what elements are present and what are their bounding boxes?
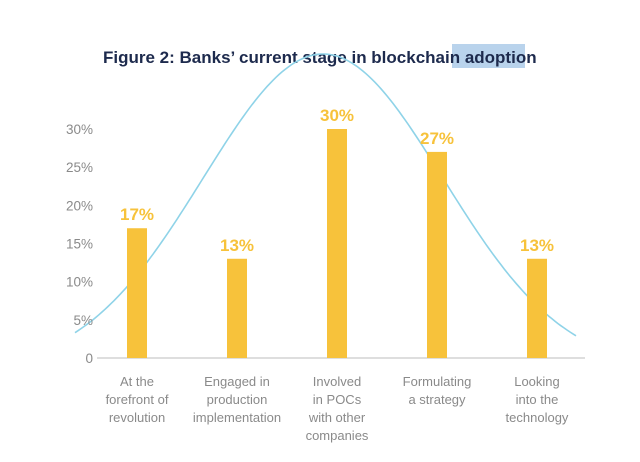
bar xyxy=(427,151,447,358)
data-label: 13% xyxy=(520,236,554,255)
data-label: 13% xyxy=(220,236,254,255)
bars-layer xyxy=(127,129,547,358)
chart-title-prefix: Figure 2: Banks’ current stage in blockc… xyxy=(103,48,465,67)
y-tick-label: 5% xyxy=(73,313,93,328)
category-label: Engaged in production implementation xyxy=(193,374,281,425)
bell-curve xyxy=(74,53,577,337)
chart-title-text: Figure 2: Banks’ current stage in blockc… xyxy=(103,48,537,67)
y-tick-label: 10% xyxy=(66,275,93,290)
chart-title: Figure 2: Banks’ current stage in blockc… xyxy=(103,44,537,68)
data-label: 17% xyxy=(120,205,154,224)
title-highlight xyxy=(452,44,525,68)
bar xyxy=(127,228,147,358)
y-tick-label: 0 xyxy=(85,351,93,366)
category-label: Looking into the technology xyxy=(506,374,569,425)
category-label: Formulating a strategy xyxy=(403,374,472,407)
data-label: 27% xyxy=(420,129,454,148)
category-label: Involved in POCs with other companies xyxy=(306,374,369,443)
y-tick-label: 25% xyxy=(66,160,93,175)
y-tick-label: 20% xyxy=(66,198,93,213)
y-tick-label: 15% xyxy=(66,237,93,252)
bar xyxy=(527,258,547,358)
data-label: 30% xyxy=(320,106,354,125)
category-label: At the forefront of revolution xyxy=(106,374,169,425)
bell-curve-layer xyxy=(74,53,577,337)
y-tick-label: 30% xyxy=(66,122,93,137)
bar xyxy=(227,258,247,358)
chart-title-highlighted: adoption xyxy=(465,48,537,67)
labels-layer: 17% At the forefront of revolution 13% Engage… xyxy=(106,106,569,443)
bar xyxy=(327,129,347,358)
